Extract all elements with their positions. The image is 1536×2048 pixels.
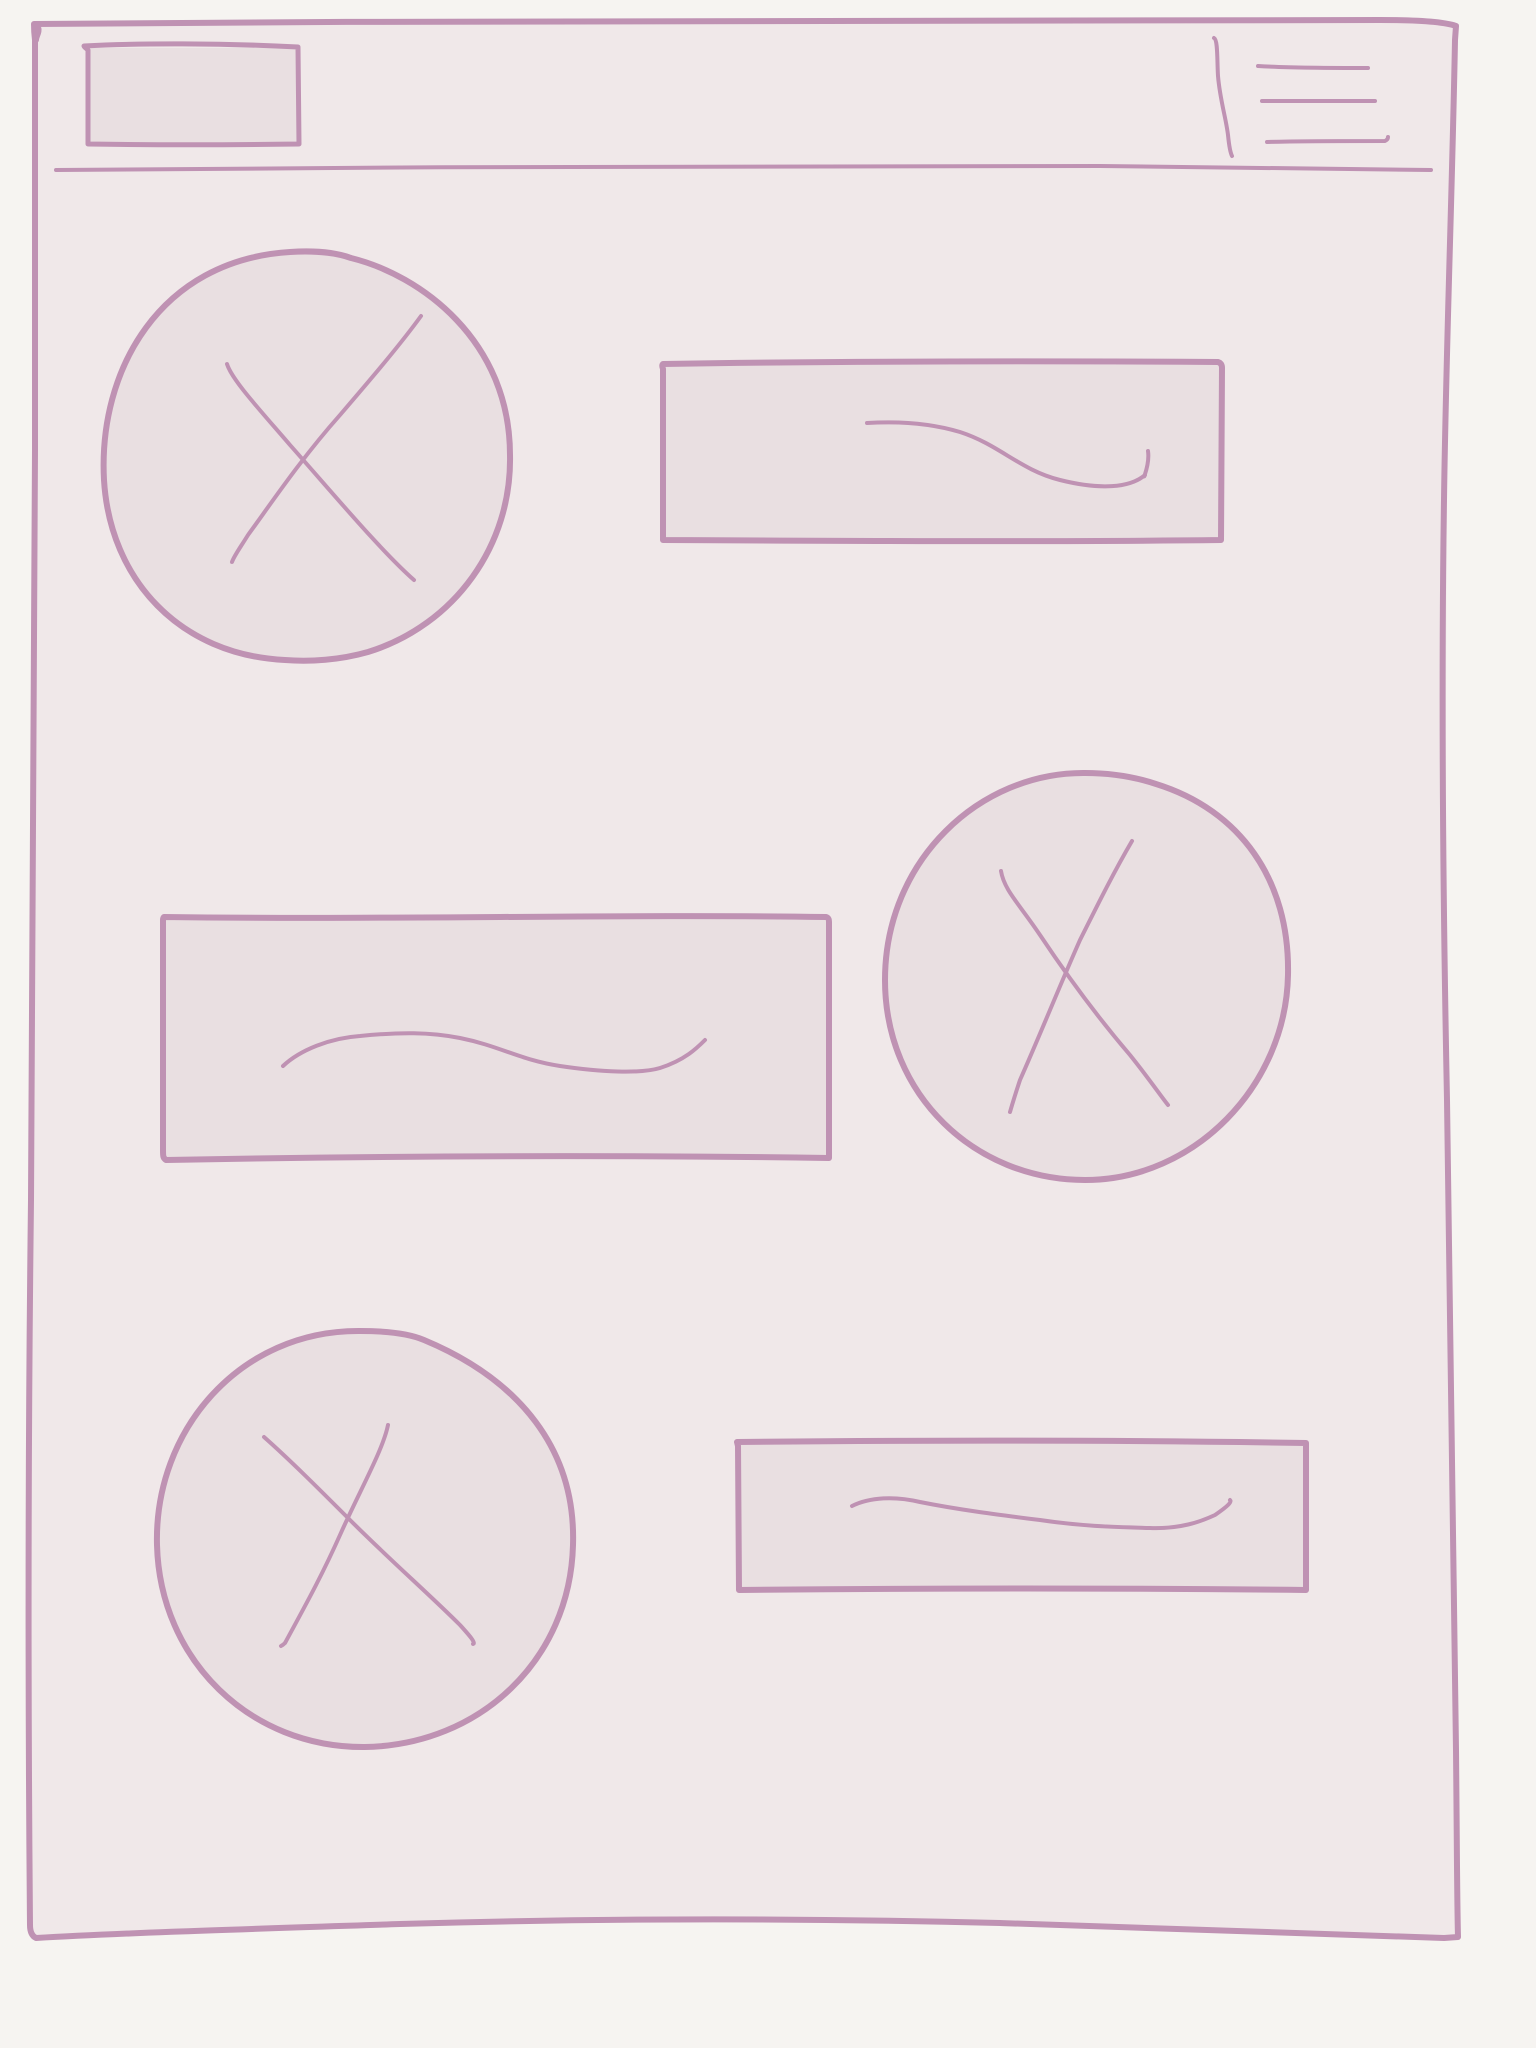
hamburger-menu-icon[interactable] xyxy=(1212,36,1390,158)
list-item[interactable] xyxy=(160,769,1292,1183)
text-placeholder xyxy=(659,358,1225,545)
image-placeholder xyxy=(100,248,514,664)
header-divider xyxy=(54,163,1433,172)
list-item[interactable] xyxy=(153,1327,1309,1751)
text-placeholder xyxy=(160,913,832,1163)
image-placeholder xyxy=(882,769,1292,1183)
list-item[interactable] xyxy=(100,248,1225,664)
content xyxy=(100,248,1309,1751)
header xyxy=(54,36,1433,172)
logo-placeholder[interactable] xyxy=(81,41,302,148)
image-placeholder xyxy=(153,1327,577,1751)
text-placeholder xyxy=(734,1437,1309,1593)
